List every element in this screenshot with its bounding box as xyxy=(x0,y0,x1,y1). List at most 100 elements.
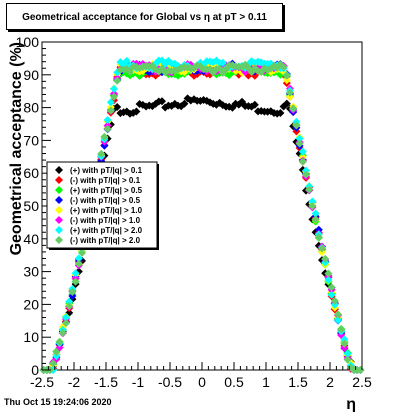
legend-entry: (+) with pT/|q| > 1.0 xyxy=(70,206,143,215)
data-point xyxy=(106,98,115,107)
legend-entry: (-) with pT/|q| > 0.5 xyxy=(70,196,141,205)
legend-marker xyxy=(55,176,63,184)
data-point xyxy=(132,107,141,116)
x-tick-label: 0.5 xyxy=(224,374,244,390)
legend-marker xyxy=(55,236,63,244)
data-point xyxy=(318,244,326,253)
x-tick-label: 2.5 xyxy=(352,374,372,390)
y-tick-label: 10 xyxy=(23,329,39,345)
data-point xyxy=(110,92,118,101)
legend-marker xyxy=(55,196,63,204)
data-point xyxy=(334,310,342,319)
data-point xyxy=(74,254,83,263)
chart-title: Geometrical acceptance for Global vs η a… xyxy=(6,3,283,30)
data-point xyxy=(324,275,333,284)
data-point xyxy=(103,115,112,124)
data-point xyxy=(110,84,118,93)
data-point xyxy=(343,349,352,358)
data-point xyxy=(218,58,227,67)
data-point xyxy=(327,283,336,292)
data-point xyxy=(126,68,134,77)
y-tick-label: 40 xyxy=(23,231,39,247)
data-point xyxy=(289,104,298,113)
data-point xyxy=(97,149,106,158)
data-point xyxy=(330,296,339,305)
data-point xyxy=(113,76,122,85)
y-tick-label: 60 xyxy=(23,165,39,181)
data-point xyxy=(177,63,186,72)
data-point xyxy=(295,134,304,143)
timestamp: Thu Oct 15 19:24:06 2020 xyxy=(4,397,112,407)
data-point xyxy=(302,170,310,179)
data-point xyxy=(158,56,166,65)
data-point xyxy=(298,147,307,156)
legend: (+) with pT/|q| > 0.1(-) with pT/|q| > 0… xyxy=(46,161,159,250)
data-point xyxy=(282,99,291,108)
y-tick-label: 50 xyxy=(23,198,39,214)
data-point xyxy=(286,88,294,97)
x-tick-label: -1.5 xyxy=(94,374,118,390)
x-tick-label: -2.5 xyxy=(30,374,54,390)
y-tick-label: 0 xyxy=(31,362,39,378)
legend-marker xyxy=(55,166,63,174)
y-tick-label: 30 xyxy=(23,264,39,280)
data-point xyxy=(65,302,74,311)
data-point xyxy=(305,185,314,194)
data-point xyxy=(311,215,320,224)
legend-entry: (+) with pT/|q| > 0.1 xyxy=(70,166,143,175)
data-point xyxy=(106,106,115,115)
y-axis-title: Geometrical acceptance (%) xyxy=(8,42,25,255)
data-point xyxy=(298,157,307,166)
data-point xyxy=(340,343,349,352)
legend-marker xyxy=(55,186,63,194)
data-point xyxy=(327,290,336,299)
data-point xyxy=(62,319,70,328)
data-point xyxy=(71,269,80,278)
legend-marker xyxy=(55,206,63,214)
data-point xyxy=(71,277,80,286)
data-point xyxy=(282,71,291,80)
data-point xyxy=(62,313,70,322)
data-point xyxy=(334,316,342,325)
x-tick-label: 0 xyxy=(198,374,206,390)
data-point xyxy=(55,338,64,347)
legend-box xyxy=(46,161,158,249)
x-tick-label: 1.5 xyxy=(288,374,308,390)
x-tick-label: -0.5 xyxy=(158,374,182,390)
data-point xyxy=(279,62,288,71)
legend-entry: (+) with pT/|q| > 2.0 xyxy=(70,226,143,235)
data-point xyxy=(68,287,77,296)
data-point xyxy=(308,197,317,206)
legend-entry: (-) with pT/|q| > 0.1 xyxy=(70,176,141,185)
data-point xyxy=(52,347,61,356)
data-point xyxy=(52,352,61,361)
data-point xyxy=(337,325,346,334)
legend-marker xyxy=(55,226,63,234)
data-point xyxy=(180,99,189,108)
x-tick-label: 1 xyxy=(262,374,270,390)
legend-entry: (-) with pT/|q| > 2.0 xyxy=(70,236,141,245)
data-point xyxy=(276,108,285,117)
axes: -2.5 -2 -1.5 -1 -0.5 0 0.5 1 1.5 2 2.5 0 10 20 30 40 50 6… xyxy=(8,34,372,412)
data-point xyxy=(113,102,122,111)
data-point xyxy=(74,259,83,268)
data-point xyxy=(100,132,109,141)
data-point xyxy=(308,202,317,211)
data-point xyxy=(295,139,304,148)
data-point xyxy=(65,297,74,306)
x-axis-title: η xyxy=(346,396,356,412)
y-tick-label: 20 xyxy=(23,296,39,312)
data-point xyxy=(340,335,349,344)
data-point xyxy=(282,76,291,85)
x-tick-label: -2 xyxy=(68,374,81,390)
legend-entry: (-) with pT/|q| > 1.0 xyxy=(70,216,141,225)
data-point xyxy=(68,291,77,300)
y-tick-label: 70 xyxy=(23,132,39,148)
x-tick-label: 2 xyxy=(326,374,334,390)
y-tick-label: 100 xyxy=(16,34,40,50)
data-point xyxy=(49,359,58,368)
data-point xyxy=(292,121,301,130)
data-point xyxy=(100,141,109,150)
data-point xyxy=(340,339,349,348)
